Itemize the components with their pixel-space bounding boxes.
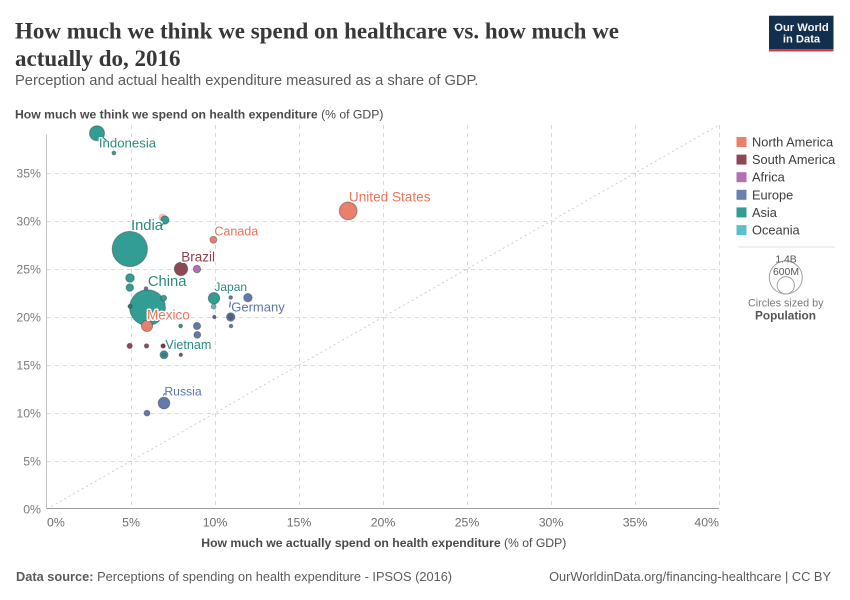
svg-text:Africa: Africa xyxy=(752,170,786,185)
svg-text:Brazil: Brazil xyxy=(181,250,215,265)
svg-text:20%: 20% xyxy=(16,311,41,325)
svg-text:Circles sized by: Circles sized by xyxy=(748,298,824,310)
svg-text:5%: 5% xyxy=(122,516,140,530)
svg-text:How much we actually spend on: How much we actually spend on health exp… xyxy=(201,536,566,550)
svg-text:Data source: Perceptions of sp: Data source: Perceptions of spending on … xyxy=(16,569,452,584)
svg-text:China: China xyxy=(148,274,187,290)
svg-text:Population: Population xyxy=(755,308,816,322)
svg-text:15%: 15% xyxy=(16,359,41,373)
svg-text:5%: 5% xyxy=(23,455,41,469)
svg-text:actually do, 2016: actually do, 2016 xyxy=(15,46,180,71)
svg-text:600M: 600M xyxy=(773,267,799,278)
svg-text:Indonesia: Indonesia xyxy=(99,136,157,151)
svg-text:United States: United States xyxy=(349,190,431,205)
svg-text:Vietnam: Vietnam xyxy=(165,338,211,352)
svg-text:Asia: Asia xyxy=(752,205,778,220)
svg-text:10%: 10% xyxy=(203,516,228,530)
svg-text:Canada: Canada xyxy=(214,224,258,238)
svg-text:India: India xyxy=(131,218,164,234)
svg-text:30%: 30% xyxy=(539,516,564,530)
svg-text:How much we think we spend on: How much we think we spend on healthcare… xyxy=(15,19,619,44)
svg-text:Mexico: Mexico xyxy=(147,307,190,322)
svg-text:10%: 10% xyxy=(16,407,41,421)
svg-text:25%: 25% xyxy=(16,263,41,277)
svg-text:35%: 35% xyxy=(623,516,648,530)
svg-text:Perception and actual health e: Perception and actual health expenditure… xyxy=(15,73,479,89)
svg-text:0%: 0% xyxy=(23,503,41,517)
svg-text:Europe: Europe xyxy=(752,187,793,202)
svg-text:How much we think we spend on: How much we think we spend on health exp… xyxy=(15,107,383,121)
svg-text:in Data: in Data xyxy=(783,34,821,46)
svg-text:25%: 25% xyxy=(455,516,480,530)
svg-text:OurWorldinData.org/financing-h: OurWorldinData.org/financing-healthcare … xyxy=(549,569,831,584)
svg-text:15%: 15% xyxy=(287,516,312,530)
svg-text:30%: 30% xyxy=(16,215,41,229)
svg-text:Our World: Our World xyxy=(774,22,829,34)
svg-text:Russia: Russia xyxy=(164,385,201,399)
svg-text:South America: South America xyxy=(752,152,836,167)
svg-text:20%: 20% xyxy=(371,516,396,530)
svg-text:40%: 40% xyxy=(694,516,719,530)
svg-text:North America: North America xyxy=(752,135,834,150)
svg-text:Germany: Germany xyxy=(231,300,285,315)
svg-text:1.4B: 1.4B xyxy=(775,255,796,266)
svg-text:Japan: Japan xyxy=(214,280,247,294)
svg-text:Oceania: Oceania xyxy=(752,223,801,238)
svg-text:0%: 0% xyxy=(47,516,65,530)
svg-text:35%: 35% xyxy=(16,167,41,181)
